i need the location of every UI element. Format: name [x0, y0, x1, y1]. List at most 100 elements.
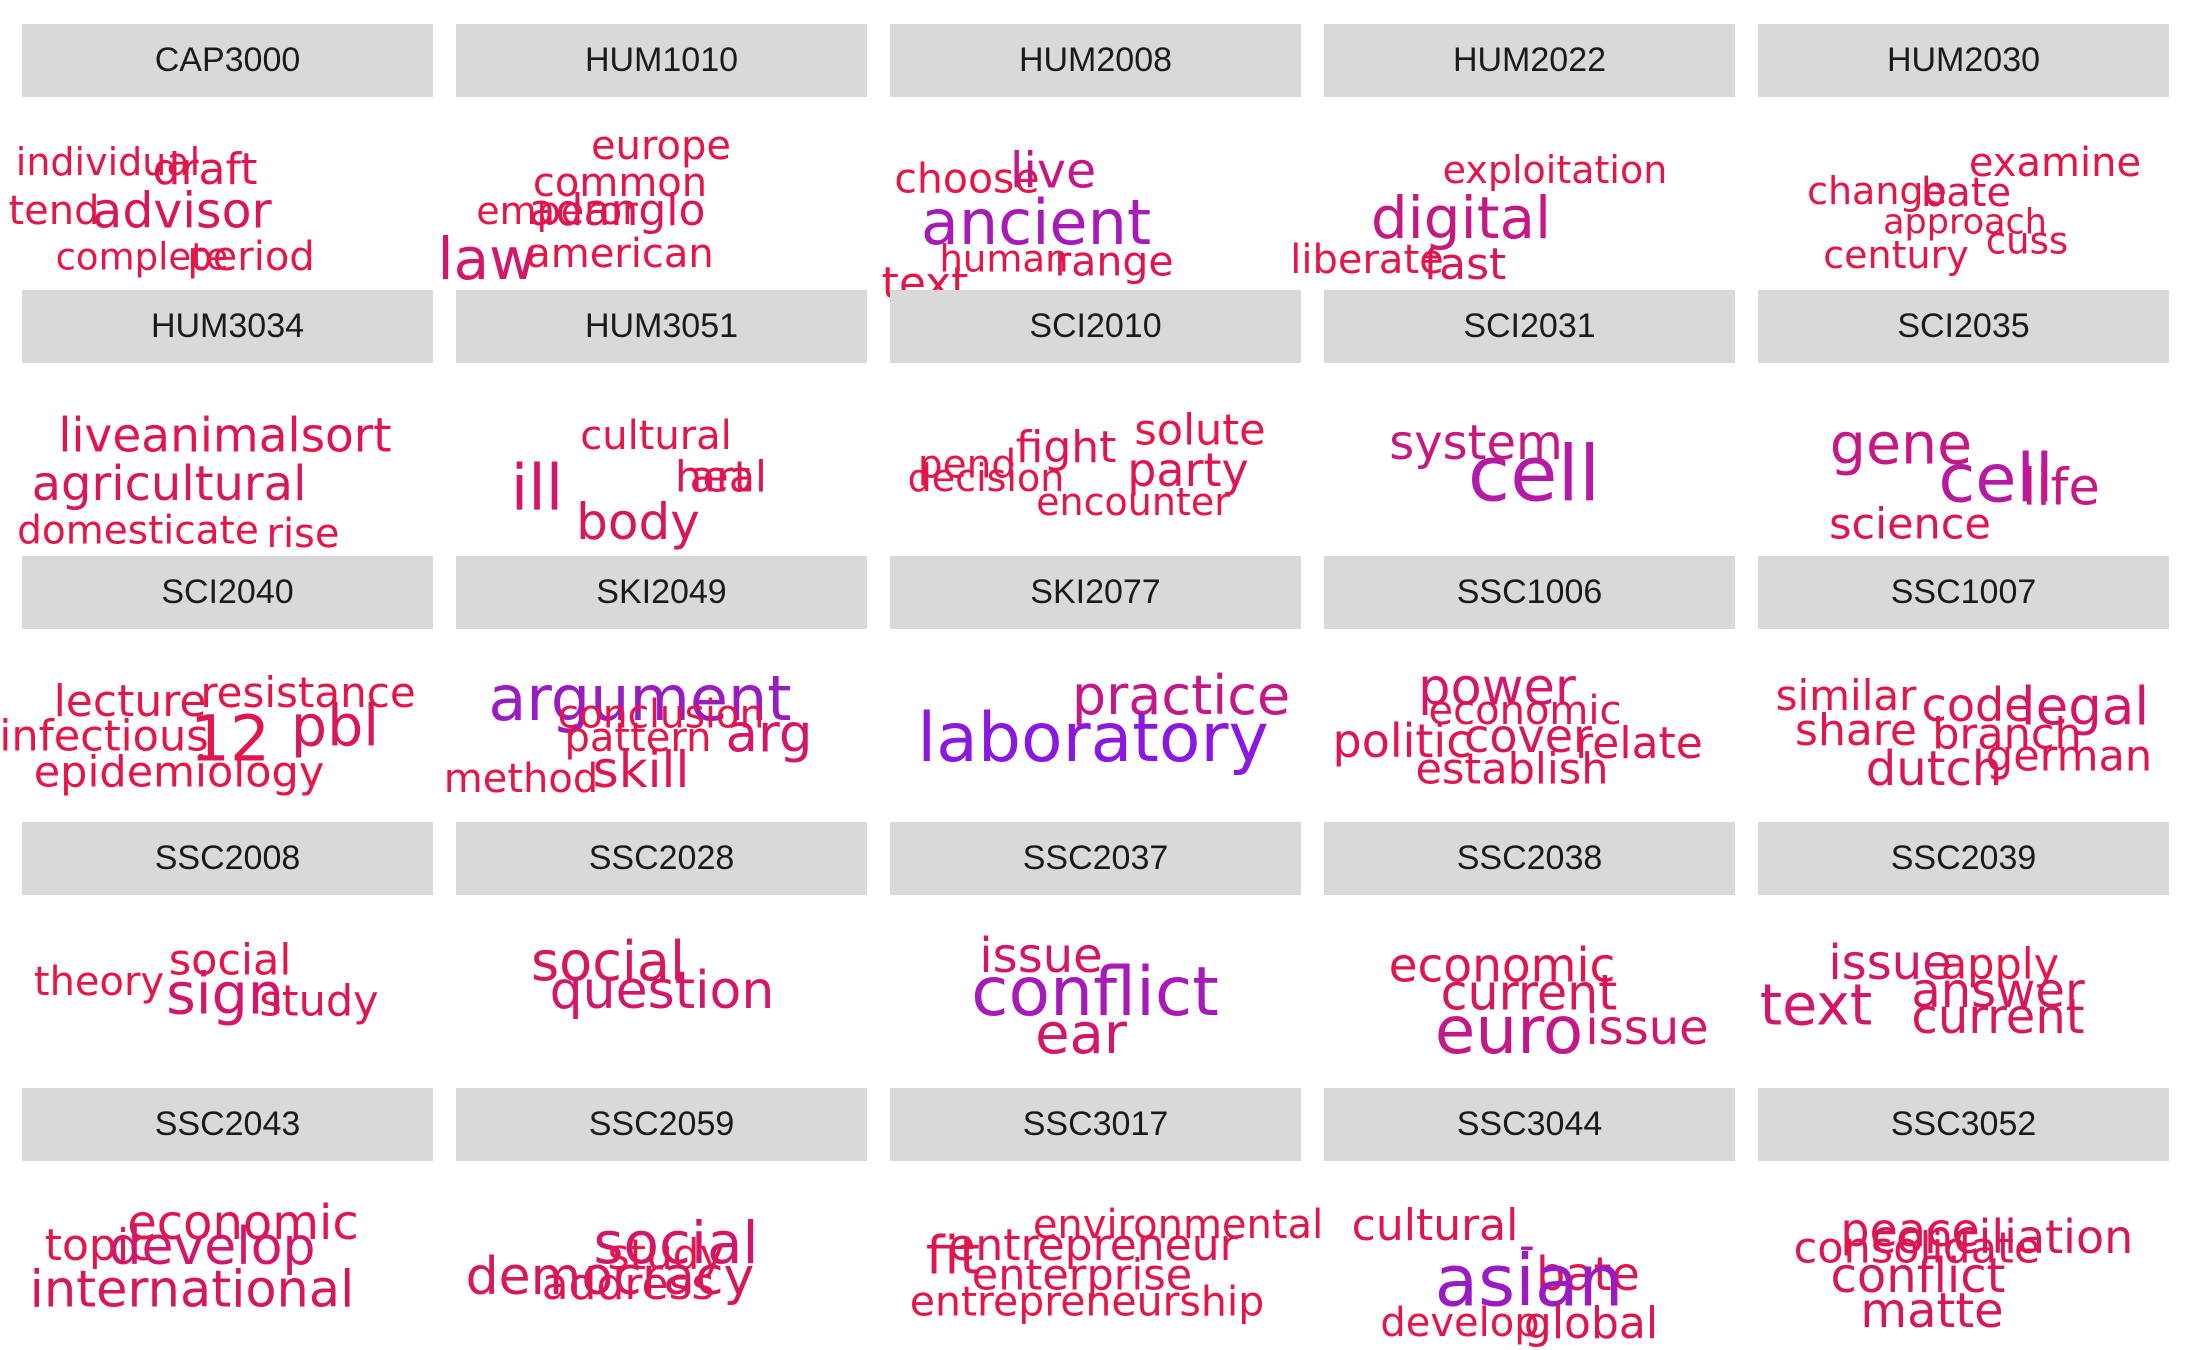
- word-cloud: cultural - bate asian develop global: [1324, 1161, 1735, 1346]
- cloud-word: encounter: [1036, 480, 1230, 524]
- word-cloud: cultural art heal ill body: [456, 363, 867, 547]
- facet-label: SSC1007: [1890, 573, 2037, 611]
- cloud-word: international: [29, 1260, 355, 1320]
- facet-strip: HUM2022: [1324, 24, 1735, 97]
- cloud-word: study: [259, 976, 379, 1027]
- word-cloud: environmental fit entrepreneur enterprise en…: [890, 1161, 1323, 1333]
- cloud-word: cover: [1464, 709, 1592, 763]
- facet-panel: SSC2008 social theory sign study: [22, 822, 433, 1067]
- facet-strip: SCI2010: [890, 290, 1301, 363]
- cloud-word: environmental: [1032, 1202, 1324, 1248]
- cloud-word: choose: [894, 154, 1040, 203]
- word-cloud: gene cell life science: [1758, 363, 2169, 546]
- facet-strip: CAP3000: [22, 24, 433, 97]
- cloud-word: study: [607, 1230, 725, 1279]
- facet-strip: SCI2031: [1324, 290, 1735, 363]
- cloud-word: euro: [1434, 992, 1584, 1069]
- cloud-word: method: [443, 756, 599, 802]
- cloud-word: pattern: [564, 715, 712, 761]
- facet-label: SSC2059: [588, 1105, 735, 1143]
- cloud-word: german: [1985, 731, 2153, 782]
- word-cloud: issue conflict ear: [890, 895, 1301, 1067]
- word-cloud: europe common emperor adanglo law american: [437, 97, 867, 288]
- cloud-word: lecture: [53, 676, 207, 727]
- cloud-word: century: [1823, 233, 1969, 277]
- facet-strip: SCI2035: [1758, 290, 2169, 363]
- facet-label: SSC2028: [588, 839, 735, 877]
- cloud-word: resistance: [200, 668, 416, 717]
- cloud-word: cultural: [580, 413, 732, 459]
- word-cloud: similar code legal share branch dutch german: [1758, 629, 2169, 801]
- cloud-word: current: [1911, 989, 2085, 1045]
- word-cloud: exploitation digital liberate fast: [1290, 97, 1735, 287]
- cloud-word: art: [689, 452, 751, 503]
- cloud-word: legal: [2020, 676, 2150, 738]
- cloud-word: range: [1054, 237, 1174, 286]
- cloud-word: europe: [591, 123, 731, 169]
- cloud-word: apply: [1940, 939, 2060, 990]
- cloud-word: period: [187, 234, 315, 280]
- cloud-word: individual: [15, 140, 201, 184]
- cloud-word: pend: [917, 442, 1017, 488]
- cloud-word: practice: [1071, 664, 1291, 727]
- word-cloud: social theory sign study: [22, 895, 433, 1067]
- word-cloud: issue apply answer text current: [1758, 895, 2169, 1067]
- cloud-word: social: [168, 935, 292, 986]
- facet-panel: SSC1007 similar code legal share branch dutch g…: [1758, 556, 2169, 801]
- facet-label: SCI2040: [161, 573, 294, 611]
- facet-panel: HUM2008 choose live ancient text human range: [882, 24, 1301, 306]
- cloud-word: address: [541, 1259, 715, 1310]
- cloud-word: topic: [44, 1220, 154, 1271]
- facet-label: SSC2037: [1022, 839, 1169, 877]
- cloud-word: advisor: [92, 182, 272, 240]
- facet-panel: SKI2049 argument pattern arg method skill conc…: [444, 556, 867, 801]
- cloud-word: ancient: [920, 186, 1152, 259]
- cloud-word: conflict: [1830, 1248, 2006, 1304]
- facet-panel: HUM3051 cultural art heal ill body: [456, 290, 867, 547]
- cloud-word: change: [1807, 169, 1947, 213]
- facet-label: SKI2077: [1030, 573, 1161, 611]
- facet-label: SSC3017: [1022, 1105, 1169, 1143]
- facet-panel: HUM2030 examine change bate approach century c…: [1758, 24, 2169, 274]
- cloud-word: fight: [1015, 422, 1117, 473]
- cloud-word: fast: [1423, 239, 1507, 290]
- facet-strip: HUM3051: [456, 290, 867, 363]
- facet-strip: SSC3017: [890, 1088, 1301, 1161]
- facet-strip: SSC3044: [1324, 1088, 1735, 1161]
- facet-label: HUM3051: [584, 307, 739, 345]
- facet-label: HUM2022: [1452, 41, 1607, 79]
- cloud-word: establish: [1415, 744, 1609, 795]
- facet-label: SCI2010: [1029, 307, 1162, 345]
- facet-strip: HUM3034: [22, 290, 433, 363]
- cloud-word: current: [1440, 964, 1618, 1022]
- facet-panel: SCI2040 resistance lecture infectious 12 pbl e…: [0, 556, 433, 801]
- facet-label: HUM2008: [1018, 41, 1173, 79]
- facet-strip: SKI2077: [890, 556, 1301, 629]
- cloud-word: liveanimalsort: [58, 408, 392, 464]
- cloud-word: body: [576, 493, 700, 551]
- cloud-word: question: [549, 961, 775, 1021]
- cloud-word: sign: [166, 961, 284, 1028]
- facet-panel: SSC2043 economic topic develop international: [22, 1088, 433, 1333]
- facet-panel: SSC3044 cultural - bate asian develop global: [1324, 1088, 1735, 1346]
- cloud-word: human: [939, 237, 1069, 281]
- cloud-word: cell: [1938, 439, 2054, 518]
- cloud-word: pbl: [290, 693, 380, 760]
- cloud-word: issue: [1828, 935, 1952, 991]
- cloud-word: answer: [1911, 963, 2085, 1019]
- cloud-word: cultural: [1351, 1200, 1519, 1251]
- cloud-word: entrepreneurship: [909, 1277, 1265, 1326]
- cloud-word: common: [532, 160, 708, 206]
- cloud-word: economic: [127, 1195, 359, 1251]
- cloud-word: live: [1009, 142, 1097, 200]
- cloud-word: conclusion: [557, 692, 765, 738]
- cloud-word: matte: [1860, 1283, 2004, 1339]
- cloud-word: develop: [108, 1217, 316, 1277]
- cloud-word: life: [2022, 458, 2100, 518]
- cloud-word: decision: [907, 456, 1065, 500]
- cloud-word: rise: [266, 511, 340, 557]
- cloud-word: conciliation: [1870, 1210, 2134, 1264]
- word-cloud: solute fight pend decision party encounter: [890, 363, 1301, 535]
- facet-strip: SSC2038: [1324, 822, 1735, 895]
- cloud-word: branch: [1932, 709, 2082, 760]
